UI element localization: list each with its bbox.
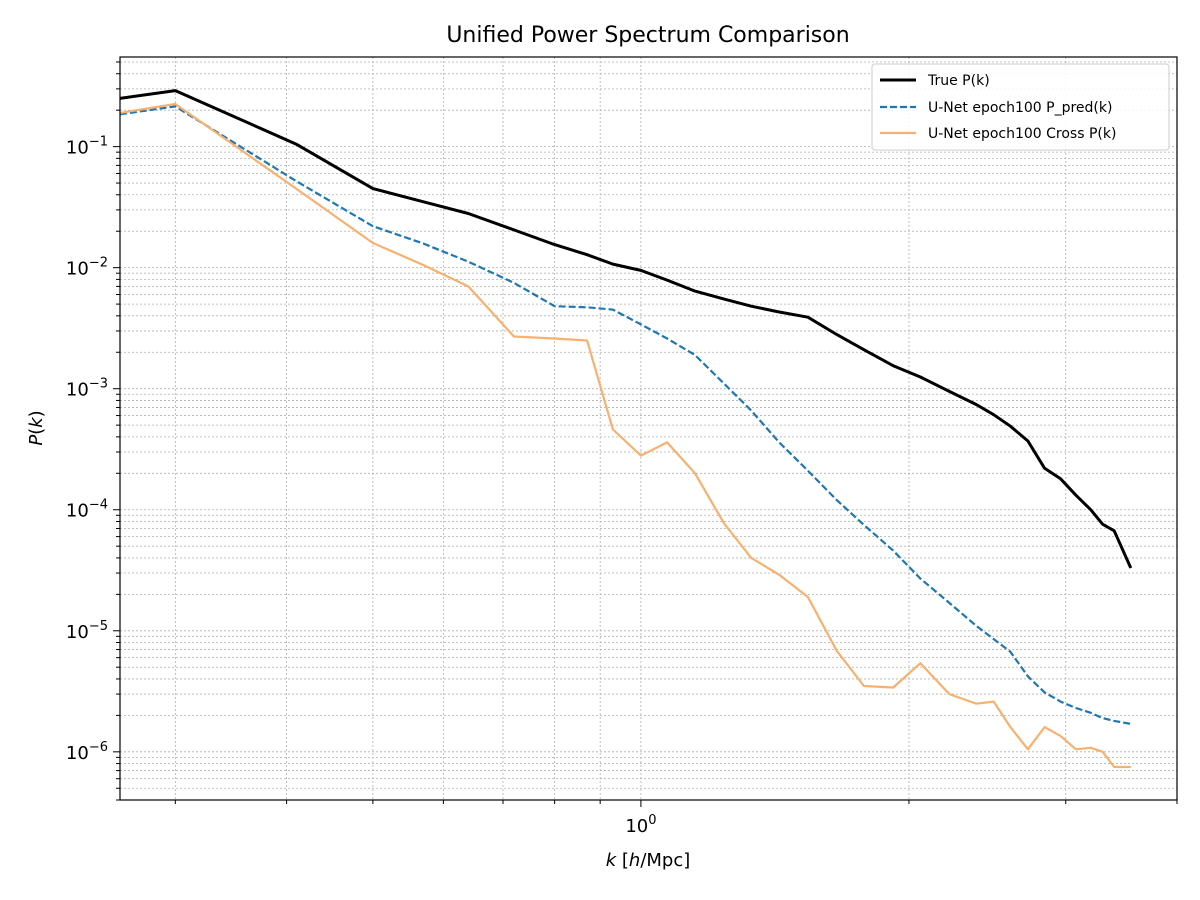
chart-title: Unified Power Spectrum Comparison xyxy=(446,23,849,48)
series-line-unet-pred-pk xyxy=(119,105,1131,725)
x-tick-label: 100 xyxy=(625,813,656,837)
legend-box xyxy=(871,63,1170,151)
legend-label-cross: U-Net epoch100 Cross P(k) xyxy=(928,126,1116,142)
legend: True P(k) U-Net epoch100 P_pred(k) U-Net… xyxy=(871,63,1170,151)
grid-lines xyxy=(120,57,1178,801)
y-tick-label: 10−6 xyxy=(66,740,108,764)
y-tick-label: 10−2 xyxy=(66,256,108,280)
legend-label-true: True P(k) xyxy=(927,73,990,89)
y-tick-label: 10−4 xyxy=(66,498,108,522)
series-line-true-pk xyxy=(119,89,1133,569)
legend-label-pred: U-Net epoch100 P_pred(k) xyxy=(928,100,1112,116)
y-tick-label: 10−1 xyxy=(66,135,108,159)
y-tick-label: 10−5 xyxy=(66,619,108,643)
axis-ticks: 100 10−6 10−5 10−4 10−3 10−2 10−1 xyxy=(66,61,1178,837)
y-tick-label: 10−3 xyxy=(66,377,108,401)
series-line-unet-cross-pk xyxy=(119,102,1131,769)
plot-frame xyxy=(119,56,1178,801)
x-axis-label: k [h/Mpc] xyxy=(606,850,691,871)
series-lines xyxy=(119,89,1133,769)
y-axis-label: P(k) xyxy=(26,410,47,445)
